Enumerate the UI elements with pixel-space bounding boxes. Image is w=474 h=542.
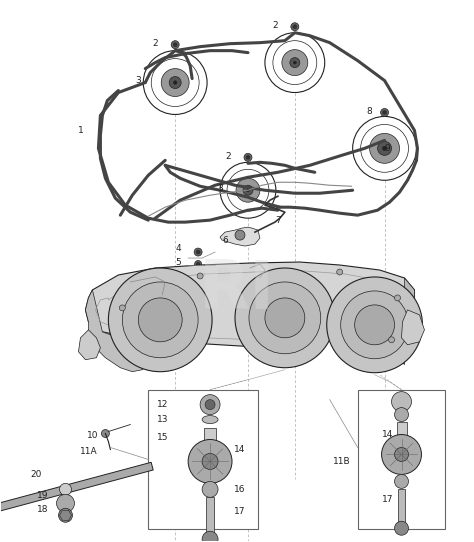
Circle shape xyxy=(56,494,74,512)
Text: 12: 12 xyxy=(156,400,168,409)
Text: 17: 17 xyxy=(234,507,246,516)
Circle shape xyxy=(101,429,109,437)
Circle shape xyxy=(58,508,73,522)
Circle shape xyxy=(161,69,189,96)
Ellipse shape xyxy=(202,416,218,423)
Polygon shape xyxy=(0,462,153,517)
Circle shape xyxy=(122,282,198,358)
Circle shape xyxy=(202,481,218,498)
Text: 16: 16 xyxy=(234,485,246,494)
Text: 10: 10 xyxy=(87,431,98,440)
Circle shape xyxy=(119,305,125,311)
Text: 8: 8 xyxy=(367,107,373,116)
FancyBboxPatch shape xyxy=(358,390,446,529)
Text: 18: 18 xyxy=(37,505,48,514)
Circle shape xyxy=(196,250,200,254)
Circle shape xyxy=(173,81,177,85)
Text: 3: 3 xyxy=(217,184,223,193)
Circle shape xyxy=(202,454,218,469)
Circle shape xyxy=(370,133,400,163)
Circle shape xyxy=(109,268,212,372)
Polygon shape xyxy=(79,330,100,360)
Circle shape xyxy=(205,399,215,410)
Circle shape xyxy=(196,262,200,266)
Text: 2: 2 xyxy=(153,39,158,48)
Text: 9: 9 xyxy=(385,144,391,153)
Circle shape xyxy=(197,273,203,279)
Circle shape xyxy=(138,298,182,342)
Text: RI: RI xyxy=(199,257,275,323)
FancyBboxPatch shape xyxy=(397,422,407,442)
Circle shape xyxy=(244,153,252,162)
Circle shape xyxy=(282,50,308,75)
Circle shape xyxy=(290,57,300,68)
Text: 19: 19 xyxy=(37,491,48,500)
Circle shape xyxy=(394,474,409,488)
Circle shape xyxy=(394,408,409,422)
Circle shape xyxy=(202,531,218,542)
Circle shape xyxy=(389,337,394,343)
Polygon shape xyxy=(401,310,424,345)
Circle shape xyxy=(394,295,401,301)
Circle shape xyxy=(236,178,260,202)
Text: 2: 2 xyxy=(225,152,231,161)
Text: 14: 14 xyxy=(234,445,246,454)
Polygon shape xyxy=(85,262,414,348)
Circle shape xyxy=(327,277,422,373)
Circle shape xyxy=(381,108,389,117)
Circle shape xyxy=(235,268,335,367)
FancyBboxPatch shape xyxy=(398,489,405,525)
Circle shape xyxy=(293,25,297,29)
Circle shape xyxy=(235,230,245,240)
Circle shape xyxy=(382,435,421,474)
Text: 13: 13 xyxy=(156,415,168,424)
Text: 15: 15 xyxy=(156,433,168,442)
Polygon shape xyxy=(398,278,414,365)
Circle shape xyxy=(341,291,409,359)
Text: 5: 5 xyxy=(175,257,181,267)
Text: 7: 7 xyxy=(275,216,281,224)
Circle shape xyxy=(337,269,343,275)
Text: 14: 14 xyxy=(382,430,393,439)
Circle shape xyxy=(355,305,394,345)
Circle shape xyxy=(394,448,409,461)
Circle shape xyxy=(392,392,411,411)
Text: 6: 6 xyxy=(222,236,228,244)
Text: 11B: 11B xyxy=(333,457,350,466)
Circle shape xyxy=(249,282,321,354)
Circle shape xyxy=(243,185,253,195)
Circle shape xyxy=(194,248,202,256)
Circle shape xyxy=(383,146,387,151)
Circle shape xyxy=(195,261,201,268)
Circle shape xyxy=(246,156,250,159)
Circle shape xyxy=(394,521,409,535)
Circle shape xyxy=(293,61,296,64)
Text: 4: 4 xyxy=(175,243,181,253)
Text: 17: 17 xyxy=(382,495,393,504)
Circle shape xyxy=(291,23,299,31)
Text: 11A: 11A xyxy=(80,447,97,456)
Circle shape xyxy=(378,141,392,156)
Circle shape xyxy=(169,76,181,88)
Circle shape xyxy=(60,483,72,495)
Polygon shape xyxy=(85,290,148,372)
Polygon shape xyxy=(220,227,260,246)
Text: 1: 1 xyxy=(78,126,83,135)
Circle shape xyxy=(188,440,232,483)
FancyBboxPatch shape xyxy=(148,390,258,529)
Circle shape xyxy=(246,189,249,192)
Circle shape xyxy=(171,41,179,49)
Circle shape xyxy=(200,395,220,415)
Circle shape xyxy=(173,43,177,47)
Circle shape xyxy=(383,111,387,114)
Text: 3: 3 xyxy=(136,76,141,85)
Text: 20: 20 xyxy=(30,470,41,479)
FancyBboxPatch shape xyxy=(206,498,214,535)
Text: 2: 2 xyxy=(272,21,278,30)
FancyBboxPatch shape xyxy=(204,428,216,449)
Circle shape xyxy=(265,298,305,338)
